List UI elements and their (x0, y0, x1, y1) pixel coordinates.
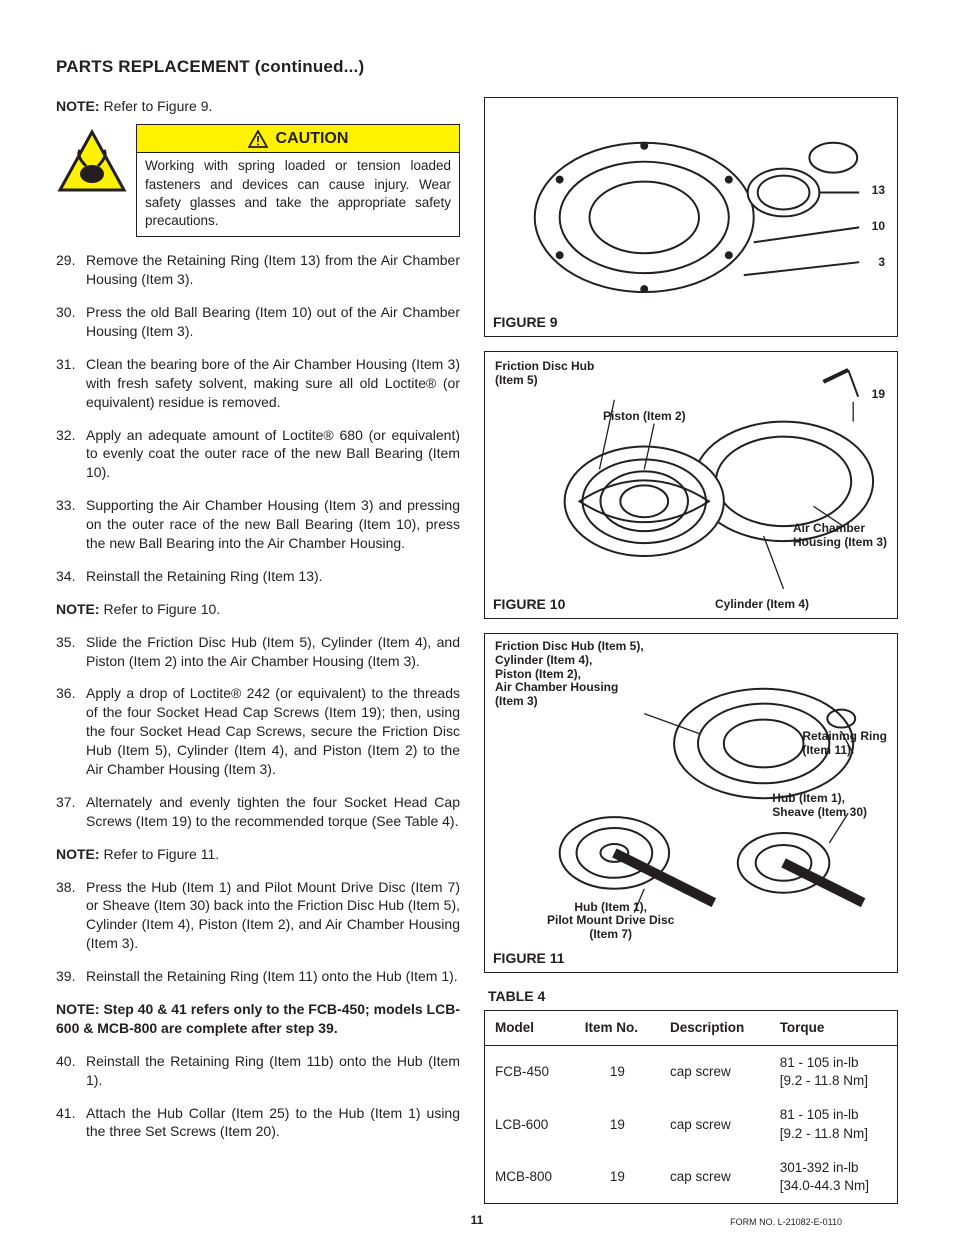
step-30: 30.Press the old Ball Bearing (Item 10) … (56, 303, 460, 341)
page-footer: 11 FORM NO. L-21082-E-0110 (56, 1212, 898, 1228)
step-29: 29.Remove the Retaining Ring (Item 13) f… (56, 251, 460, 289)
cell: MCB-800 (485, 1151, 575, 1204)
figure-9-label: FIGURE 9 (493, 313, 558, 332)
figure-10-label: FIGURE 10 (493, 595, 565, 614)
step-35: 35.Slide the Friction Disc Hub (Item 5),… (56, 633, 460, 671)
step-41: 41.Attach the Hub Collar (Item 25) to th… (56, 1104, 460, 1142)
fig11-ann-pilot: Hub (Item 1), Pilot Mount Drive Disc (It… (547, 901, 674, 942)
cell: cap screw (660, 1151, 770, 1204)
cell: 19 (575, 1046, 660, 1099)
step-36: 36.Apply a drop of Loctite® 242 (or equi… (56, 684, 460, 778)
caution-box: CAUTION Working with spring loaded or te… (136, 124, 460, 237)
fig11-ann-ring: Retaining Ring (Item 11) (802, 730, 887, 758)
step-34: 34.Reinstall the Retaining Ring (Item 13… (56, 567, 460, 586)
step-39: 39.Reinstall the Retaining Ring (Item 11… (56, 967, 460, 986)
warning-icon (248, 130, 268, 148)
note-ref-fig10: NOTE: Refer to Figure 10. (56, 600, 460, 619)
cell: LCB-600 (485, 1098, 575, 1150)
cell: cap screw (660, 1098, 770, 1150)
note-label: NOTE: (56, 601, 100, 617)
step-31: 31.Clean the bearing bore of the Air Cha… (56, 355, 460, 412)
note-ref-fig11: NOTE: Refer to Figure 11. (56, 845, 460, 864)
table-row: FCB-450 19 cap screw 81 - 105 in-lb [9.2… (485, 1046, 898, 1099)
fig9-ann-10: 10 (872, 220, 885, 234)
step-40: 40.Reinstall the Retaining Ring (Item 11… (56, 1052, 460, 1090)
note-text: Refer to Figure 9. (103, 98, 212, 114)
bold-note: NOTE: Step 40 & 41 refers only to the FC… (56, 1000, 460, 1038)
cell: cap screw (660, 1046, 770, 1099)
hazard-pictogram (56, 124, 128, 237)
note-ref-fig9: NOTE: Refer to Figure 9. (56, 97, 460, 116)
cell: 81 - 105 in-lb [9.2 - 11.8 Nm] (770, 1046, 898, 1099)
col-desc: Description (660, 1010, 770, 1045)
cell: 301-392 in-lb [34.0-44.3 Nm] (770, 1151, 898, 1204)
cell: 81 - 105 in-lb [9.2 - 11.8 Nm] (770, 1098, 898, 1150)
note-text: Refer to Figure 10. (103, 601, 220, 617)
table-4-title: TABLE 4 (488, 987, 898, 1006)
step-37: 37.Alternately and evenly tighten the fo… (56, 793, 460, 831)
step-32: 32.Apply an adequate amount of Loctite® … (56, 426, 460, 483)
fig11-ann-group: Friction Disc Hub (Item 5), Cylinder (It… (495, 640, 644, 709)
figure-11: Friction Disc Hub (Item 5), Cylinder (It… (484, 633, 898, 973)
figure-11-label: FIGURE 11 (493, 949, 565, 968)
note-label: NOTE: (56, 98, 100, 114)
page-title: PARTS REPLACEMENT (continued...) (56, 56, 898, 79)
cell: 19 (575, 1151, 660, 1204)
form-number: FORM NO. L-21082-E-0110 (730, 1216, 842, 1228)
step-38: 38.Press the Hub (Item 1) and Pilot Moun… (56, 878, 460, 954)
caution-block: CAUTION Working with spring loaded or te… (56, 124, 460, 237)
table-row: LCB-600 19 cap screw 81 - 105 in-lb [9.2… (485, 1098, 898, 1150)
step-33: 33.Supporting the Air Chamber Housing (I… (56, 496, 460, 553)
caution-heading: CAUTION (137, 125, 459, 154)
left-column: NOTE: Refer to Figure 9. (56, 97, 460, 1204)
table-4: Model Item No. Description Torque FCB-45… (484, 1010, 898, 1205)
fig9-ann-3: 3 (878, 256, 885, 270)
table-row: MCB-800 19 cap screw 301-392 in-lb [34.0… (485, 1151, 898, 1204)
col-torque: Torque (770, 1010, 898, 1045)
fig11-ann-sheave: Hub (Item 1), Sheave (Item 30) (772, 792, 867, 820)
col-item: Item No. (575, 1010, 660, 1045)
caution-body: Working with spring loaded or tension lo… (137, 153, 459, 236)
caution-heading-text: CAUTION (276, 128, 349, 150)
note-label: NOTE: (56, 846, 100, 862)
note-text: Refer to Figure 11. (103, 846, 219, 862)
cell: FCB-450 (485, 1046, 575, 1099)
cell: 19 (575, 1098, 660, 1150)
fig10-ann-hub: Friction Disc Hub (Item 5) (495, 360, 594, 388)
figure-9: 13 10 3 FIGURE 9 (484, 97, 898, 337)
fig10-ann-cyl: Cylinder (Item 4) (715, 598, 809, 612)
col-model: Model (485, 1010, 575, 1045)
fig10-ann-piston: Piston (Item 2) (603, 410, 686, 424)
figure-10: Friction Disc Hub (Item 5) Piston (Item … (484, 351, 898, 619)
fig9-ann-13: 13 (872, 184, 885, 198)
right-column: 13 10 3 FIGURE 9 (484, 97, 898, 1204)
fig10-ann-ach: Air Chamber Housing (Item 3) (793, 522, 887, 550)
fig10-ann-19: 19 (872, 388, 885, 402)
